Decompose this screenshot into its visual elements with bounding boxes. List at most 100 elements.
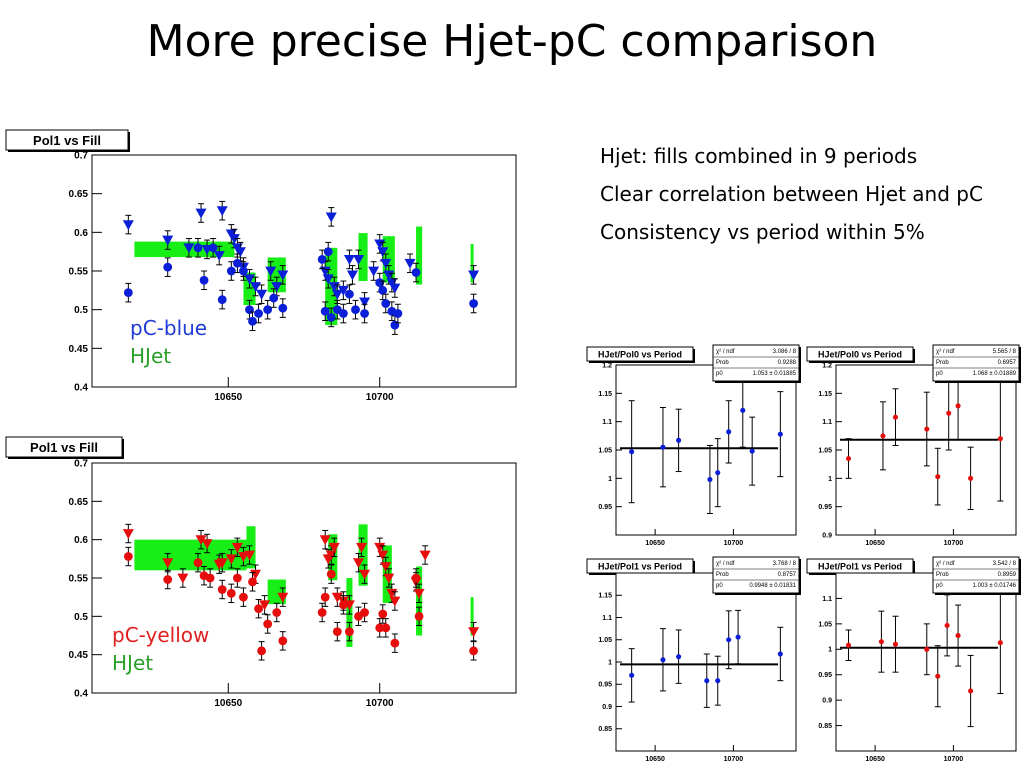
data-point-circle xyxy=(278,303,288,313)
stats-value: 0.6957 xyxy=(998,360,1017,366)
data-point-triangle xyxy=(353,255,365,265)
plot-frame xyxy=(835,364,1017,536)
stats-key: χ² / ndf xyxy=(936,349,955,355)
chart-title: Pol1 vs Fill xyxy=(33,133,101,148)
data-point-circle xyxy=(375,623,385,633)
data-point-triangle xyxy=(177,573,189,584)
hjet-period-band xyxy=(470,243,474,283)
data-point-triangle xyxy=(468,627,480,638)
data-point-circle xyxy=(414,611,424,621)
data-point-triangle xyxy=(259,600,271,611)
data-point-circle xyxy=(272,608,282,617)
data-point-triangle xyxy=(265,266,277,277)
data-point-triangle xyxy=(368,266,380,277)
data-point-circle xyxy=(968,688,974,694)
data-point-circle xyxy=(254,604,263,614)
data-point-circle xyxy=(704,678,710,684)
data-point-circle xyxy=(735,634,741,640)
stats-value: 0.8959 xyxy=(998,572,1017,578)
hjet-period-band xyxy=(470,597,474,636)
title-box xyxy=(806,346,914,362)
data-point-circle xyxy=(469,646,478,656)
y-tick-label: 0.65 xyxy=(69,189,89,200)
data-point-circle xyxy=(338,309,348,318)
series-label: HJet xyxy=(112,651,153,675)
data-point-triangle xyxy=(356,542,368,553)
y-tick-label: 0.4 xyxy=(74,383,88,394)
slide-title: More precise Hjet-pC comparison xyxy=(146,16,878,67)
data-point-circle xyxy=(629,449,635,455)
y-tick-label: 0.9 xyxy=(602,704,612,711)
data-point-circle xyxy=(317,255,327,264)
stats-key: Prob xyxy=(936,360,949,366)
data-point-circle xyxy=(390,638,400,648)
y-tick-label: 1.1 xyxy=(602,615,612,622)
data-point-circle xyxy=(878,639,884,645)
y-tick-label: 0.9 xyxy=(822,532,832,539)
data-point-circle xyxy=(226,588,236,598)
stats-box xyxy=(932,556,1020,594)
data-point-circle xyxy=(880,433,886,439)
data-point-triangle xyxy=(162,558,174,569)
y-tick-label: 1.05 xyxy=(598,637,612,644)
data-point-triangle xyxy=(319,535,331,546)
y-tick-label: 1.1 xyxy=(822,419,832,426)
data-point-triangle xyxy=(380,562,392,572)
y-tick-label: 0.45 xyxy=(69,344,89,355)
data-point-triangle xyxy=(195,535,207,546)
data-point-triangle xyxy=(413,588,425,599)
hjet-period-band xyxy=(416,226,423,285)
data-point-circle xyxy=(326,569,336,579)
data-point-triangle xyxy=(225,554,237,565)
y-tick-label: 0.6 xyxy=(74,535,88,546)
hjet-pol0-blue-chart: HJet/Pol0 vs Period 0.95 1 1.05 1.1 1.15 1.2 10… xyxy=(586,344,801,547)
data-point-triangle xyxy=(343,255,355,265)
y-tick-label: 1.05 xyxy=(818,621,832,628)
data-point-circle xyxy=(375,278,385,287)
y-tick-label: 0.5 xyxy=(74,305,88,316)
y-tick-label: 0.55 xyxy=(69,574,89,585)
stats-key: Prob xyxy=(716,572,729,578)
data-point-circle xyxy=(257,646,266,656)
stats-box xyxy=(932,344,1020,382)
y-tick-label: 0.7 xyxy=(74,151,88,162)
data-point-circle xyxy=(205,573,215,583)
y-tick-label: 1 xyxy=(828,476,832,483)
data-point-circle xyxy=(955,403,961,409)
x-tick-label: 10650 xyxy=(865,756,885,763)
data-point-circle xyxy=(707,476,713,483)
data-point-circle xyxy=(676,654,682,660)
data-point-triangle xyxy=(122,220,134,231)
stats-key: p0 xyxy=(716,371,723,377)
data-point-circle xyxy=(217,295,227,305)
data-point-triangle xyxy=(183,243,195,254)
data-point-circle xyxy=(726,429,732,435)
y-tick-label: 1 xyxy=(828,647,832,654)
stats-key: Prob xyxy=(716,360,729,366)
data-point-triangle xyxy=(216,558,228,569)
data-point-triangle xyxy=(122,529,134,540)
data-point-circle xyxy=(411,268,421,277)
title-box xyxy=(5,129,129,151)
chart-title: HJet/Pol1 vs Period xyxy=(598,561,682,571)
hjet-period-band xyxy=(358,524,368,586)
data-point-circle xyxy=(997,436,1003,442)
data-point-circle xyxy=(924,426,930,432)
stats-key: Prob xyxy=(936,572,949,578)
data-point-circle xyxy=(208,243,218,253)
data-point-triangle xyxy=(256,289,268,300)
data-point-circle xyxy=(935,474,941,480)
data-point-triangle xyxy=(353,558,365,569)
data-point-circle xyxy=(469,299,478,308)
y-tick-label: 0.85 xyxy=(598,726,612,733)
data-point-circle xyxy=(278,636,288,646)
x-tick-label: 10700 xyxy=(366,698,394,709)
data-point-triangle xyxy=(234,247,246,258)
hjet-period-band xyxy=(243,272,256,306)
stats-value: 1.003 ± 0.01746 xyxy=(973,583,1017,589)
data-point-triangle xyxy=(377,247,389,258)
data-point-circle xyxy=(715,678,721,684)
data-point-circle xyxy=(381,623,391,633)
y-tick-label: 0.95 xyxy=(818,672,832,679)
data-point-circle xyxy=(935,673,941,679)
